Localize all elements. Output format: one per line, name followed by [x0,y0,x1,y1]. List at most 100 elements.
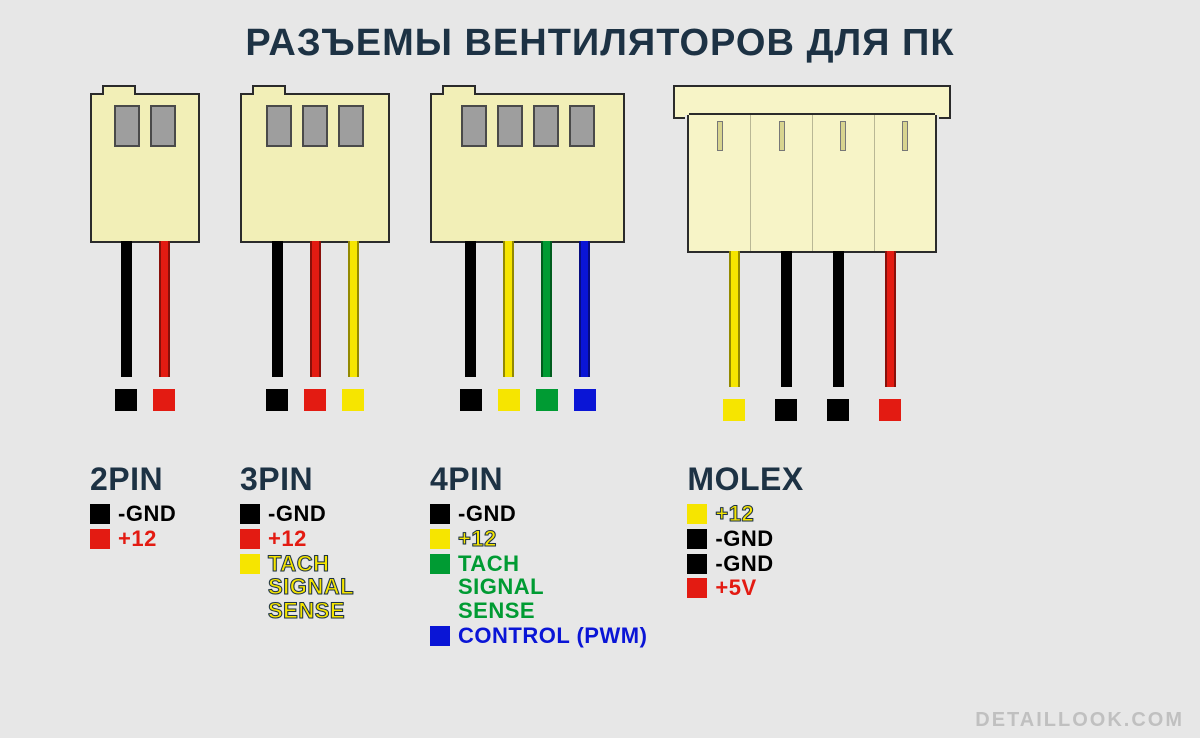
legend-item: +12 [90,527,176,551]
wire [502,241,516,411]
legend-color-square [430,504,450,524]
wire-color-square [342,389,364,411]
legend-label: +12 [118,527,157,551]
page-title: РАЗЪЕМЫ ВЕНТИЛЯТОРОВ ДЛЯ ПК [0,0,1200,65]
legend-color-square [240,529,260,549]
legend-color-square [90,529,110,549]
molex-slot [751,115,813,251]
legend-color-square [90,504,110,524]
connector-3pin: 3PIN-GND+12TACH SIGNAL SENSE [240,93,390,624]
legend-color-square [687,554,707,574]
legend-item: -GND [687,552,773,576]
legend-item: +12 [430,527,647,551]
wire-group [270,241,360,411]
connector-contact [150,105,176,147]
connector-molex: MOLEX+12-GND-GND+5V [687,93,937,601]
legend: +12-GND-GND+5V [687,502,773,601]
molex-slot [813,115,875,251]
legend-item: TACH SIGNAL SENSE [240,552,354,623]
connectors-row: 2PIN-GND+123PIN-GND+12TACH SIGNAL SENSE4… [0,65,1200,649]
connector-4pin: 4PIN -GND+12TACH SIGNAL SENSECONTROL (PWM… [430,93,647,649]
wire-shaft [121,241,132,377]
legend-label: TACH SIGNAL SENSE [458,552,544,623]
legend-label: +12 [268,527,307,551]
connector-key-notch [102,85,136,95]
connector-contact [302,105,328,147]
wire-shaft [729,251,740,387]
connector-housing [430,93,625,243]
molex-body [689,113,935,251]
wire [883,251,897,421]
connector-contact [461,105,487,147]
wire [727,251,741,421]
wire-color-square [115,389,137,411]
molex-contact [717,121,723,151]
legend-item: TACH SIGNAL SENSE [430,552,647,623]
wire [119,241,133,411]
legend-label: +12 [715,502,754,526]
legend-color-square [430,554,450,574]
wire [578,241,592,411]
legend: -GND+12 [90,502,176,552]
wire-color-square [775,399,797,421]
connector-graphic [687,93,937,453]
legend-label: CONTROL (PWM) [458,624,647,648]
connector-name: MOLEX [687,461,803,498]
legend-color-square [430,626,450,646]
legend-color-square [240,504,260,524]
connector-contact [569,105,595,147]
wire-color-square [536,389,558,411]
connector-housing [90,93,200,243]
legend-label: +12 [458,527,497,551]
legend-label: -GND [458,502,516,526]
legend-item: -GND [90,502,176,526]
legend: -GND+12TACH SIGNAL SENSE [240,502,354,624]
wire [779,251,793,421]
wire-shaft [272,241,283,377]
legend-color-square [687,578,707,598]
molex-contact [779,121,785,151]
legend-label: +5V [715,576,756,600]
legend-label: -GND [715,552,773,576]
wire [308,241,322,411]
wire-shaft [310,241,321,377]
molex-contact [902,121,908,151]
connector-contact [497,105,523,147]
legend-label: TACH SIGNAL SENSE [268,552,354,623]
wire-color-square [879,399,901,421]
wire-shaft [159,241,170,377]
wire-color-square [827,399,849,421]
connector-key-notch [442,85,476,95]
legend-color-square [687,529,707,549]
legend: -GND+12TACH SIGNAL SENSECONTROL (PWM) [430,502,647,649]
legend-label: -GND [715,527,773,551]
connector-housing [240,93,390,243]
wire [831,251,845,421]
wire-shaft [465,241,476,377]
legend-item: -GND [430,502,647,526]
legend-color-square [430,529,450,549]
connector-name: 4PIN [430,461,503,498]
wire-shaft [541,241,552,377]
wire-group [119,241,171,411]
legend-color-square [240,554,260,574]
wire-group [464,241,592,411]
wire-color-square [304,389,326,411]
wire-shaft [579,241,590,377]
connector-graphic [90,93,200,453]
connector-housing [687,93,937,253]
legend-item: +12 [687,502,773,526]
connector-2pin: 2PIN -GND+12 [90,93,200,552]
connector-contact [114,105,140,147]
wire-color-square [460,389,482,411]
connector-contact [266,105,292,147]
wire-color-square [153,389,175,411]
wire-shaft [885,251,896,387]
wire-shaft [503,241,514,377]
wire [270,241,284,411]
connector-name: 2PIN [90,461,163,498]
legend-item: CONTROL (PWM) [430,624,647,648]
connector-graphic [430,93,625,453]
legend-item: -GND [687,527,773,551]
wire-color-square [266,389,288,411]
